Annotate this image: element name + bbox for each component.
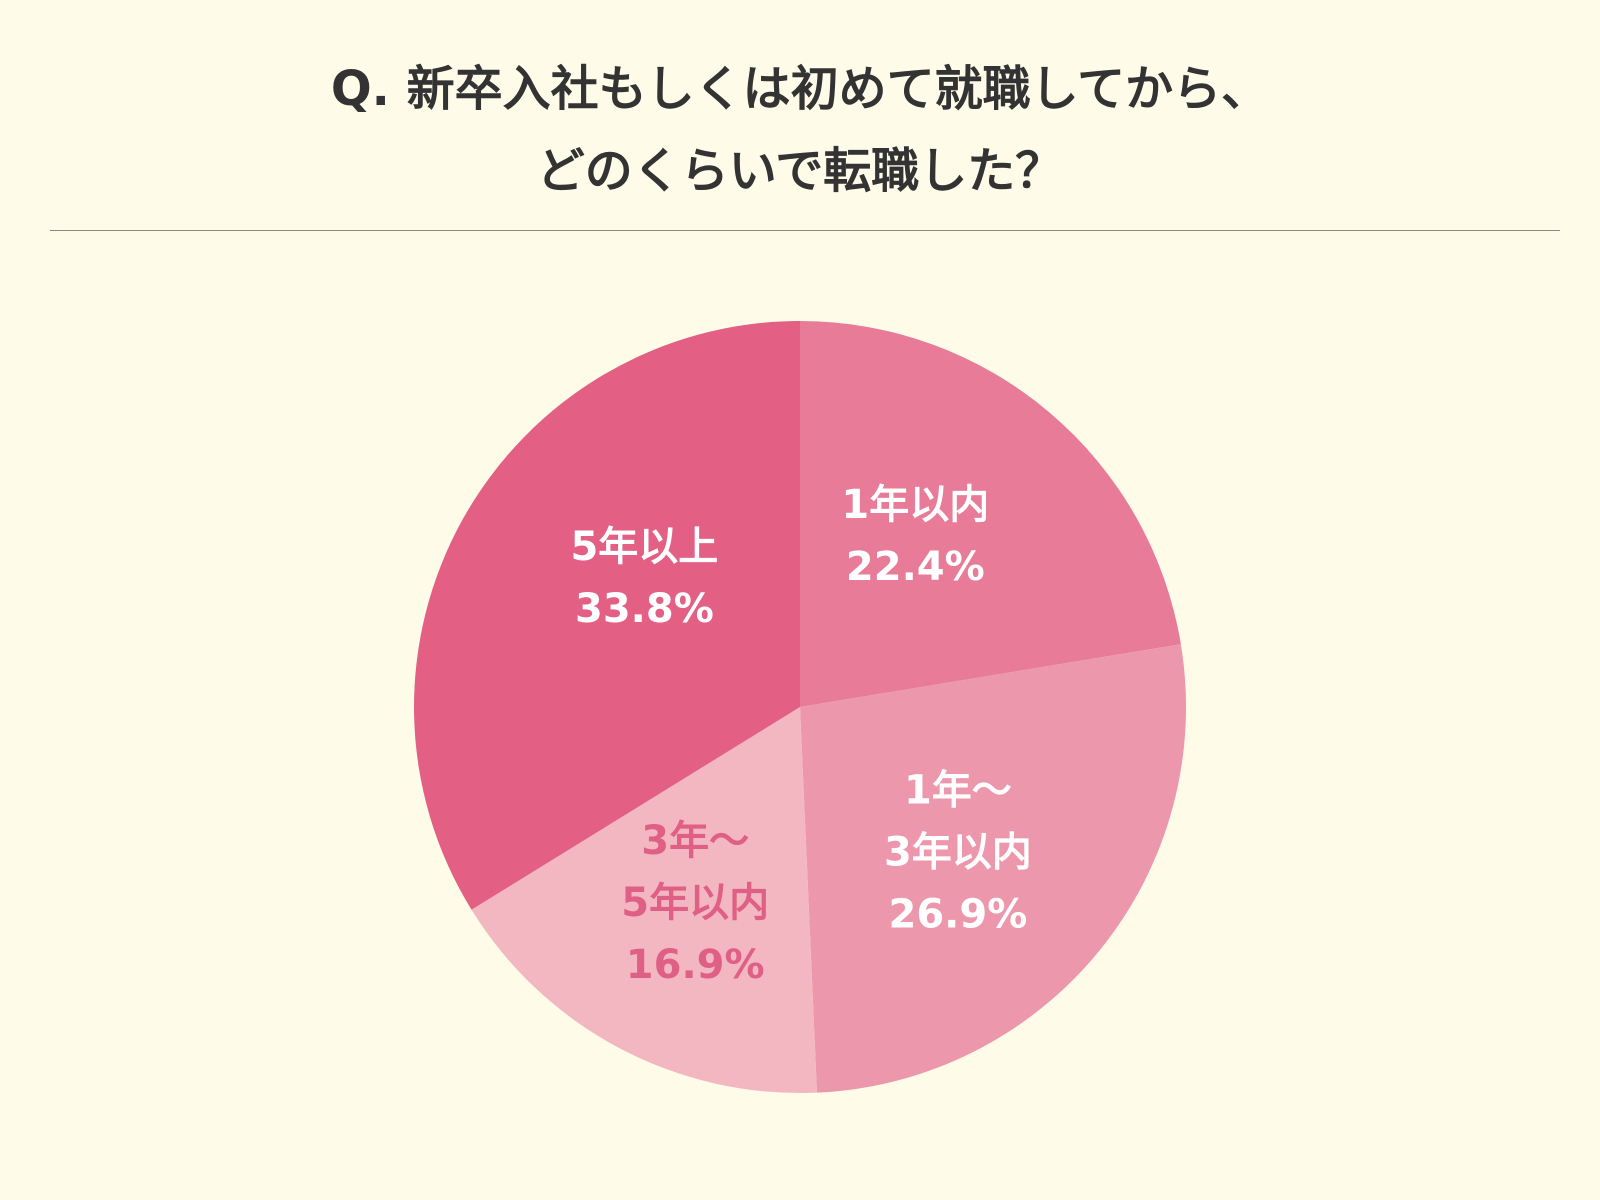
title-divider: [50, 230, 1560, 231]
chart-title: Q. 新卒入社もしくは初めて就職してから、 どのくらいで転職した？: [0, 48, 1600, 212]
pie-slice-2: [800, 644, 1187, 1093]
slice-value-label: 26.9%: [889, 892, 1028, 938]
pie-label-group-2: 1年～ 3年以内 26.9%: [884, 768, 1032, 938]
pie-labels: 1年以内 22.4% 1年～ 3年以内 26.9% 3年～ 5年以内 16.9% 5年以上 33.…: [570, 482, 1031, 988]
chart-title-line-1: Q. 新卒入社もしくは初めて就職してから、: [330, 61, 1270, 117]
pie-slice-1: [800, 321, 1181, 707]
slice-value-label: 22.4%: [846, 544, 985, 590]
pie-slices: [414, 321, 1187, 1094]
slice-category-label: 1年～: [904, 768, 1012, 814]
slice-category-label: 3年以内: [884, 830, 1032, 876]
slice-value-label: 16.9%: [626, 942, 765, 988]
slice-value-label: 33.8%: [575, 586, 714, 632]
slice-category-label: 3年～: [641, 818, 749, 864]
slice-category-label: 5年以上: [570, 524, 718, 570]
pie-label-group-3: 3年～ 5年以内 16.9%: [621, 818, 769, 988]
pie-slice-3: [471, 707, 817, 1094]
chart-title-line-2: どのくらいで転職した？: [536, 143, 1064, 199]
slice-category-label: 5年以内: [621, 880, 769, 926]
pie-slice-4: [414, 321, 800, 910]
pie-label-group-1: 1年以内 22.4%: [841, 482, 989, 590]
slice-category-label: 1年以内: [841, 482, 989, 528]
pie-label-group-4: 5年以上 33.8%: [570, 524, 718, 632]
